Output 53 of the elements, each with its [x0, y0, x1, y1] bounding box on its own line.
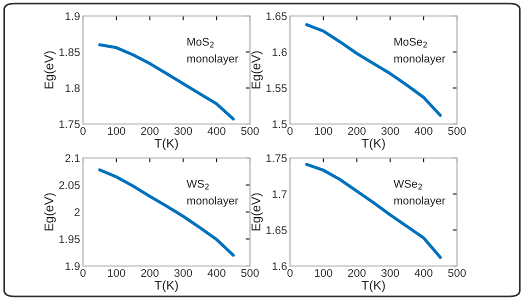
- y-tick-label: 1.9: [66, 12, 80, 20]
- x-tick-label: 100: [314, 127, 332, 135]
- annotation: MoSe$_{2}$ monolayer: [394, 38, 446, 65]
- x-tick-label: 0: [80, 127, 86, 135]
- x-tick-label: 400: [208, 269, 226, 277]
- y-tick-label: 1.75: [266, 154, 287, 162]
- x-tick-label: 100: [108, 269, 126, 277]
- y-tick-label: 1.7: [272, 190, 287, 198]
- x-tick-label: 200: [141, 269, 159, 277]
- y-axis-title: Eg(eV): [251, 193, 263, 230]
- x-tick-label: 0: [80, 269, 86, 277]
- y-tick-label: 2: [74, 208, 80, 216]
- x-tick-label: 400: [208, 127, 226, 135]
- x-tick-label: 0: [287, 269, 293, 277]
- x-axis-title: T(K): [362, 280, 385, 292]
- x-tick-label: 200: [141, 127, 159, 135]
- y-tick-label: 1.6: [272, 48, 287, 56]
- x-tick-label: 300: [381, 127, 400, 135]
- x-tick-label: 0: [287, 127, 293, 135]
- y-tick-label: 1.75: [59, 120, 80, 128]
- y-tick-label: 1.85: [59, 48, 80, 56]
- y-tick-label: 2.1: [65, 154, 80, 162]
- x-tick-label: 300: [174, 127, 192, 135]
- annotation: MoS$_{2}$ monolayer: [187, 38, 238, 65]
- x-tick-label: 100: [314, 269, 332, 277]
- y-axis-title: Eg(eV): [44, 51, 56, 88]
- y-tick-label: 1.65: [266, 226, 287, 234]
- y-tick-label: 1.65: [266, 12, 287, 20]
- x-tick-label: 500: [241, 127, 259, 135]
- y-axis-title: Eg(eV): [251, 51, 263, 88]
- x-axis-title: T(K): [154, 280, 178, 292]
- x-tick-label: 500: [241, 269, 259, 277]
- x-tick-label: 400: [414, 127, 432, 135]
- y-tick-label: 1.55: [266, 84, 287, 92]
- x-tick-label: 500: [448, 269, 466, 277]
- x-tick-label: 100: [108, 127, 126, 135]
- y-tick-label: 1.6: [272, 262, 287, 270]
- y-tick-label: 1.8: [66, 84, 80, 92]
- x-tick-label: 500: [448, 127, 466, 135]
- x-tick-label: 200: [348, 269, 366, 277]
- y-axis-title: Eg(eV): [44, 193, 56, 230]
- x-axis-title: T(K): [154, 138, 178, 150]
- x-axis-title: T(K): [362, 138, 385, 150]
- x-tick-label: 400: [414, 269, 432, 277]
- x-tick-label: 300: [381, 269, 400, 277]
- y-tick-label: 1.95: [59, 235, 80, 244]
- y-tick-label: 1.9: [66, 262, 80, 270]
- annotation: WSe$_{2}$ monolayer: [394, 180, 446, 207]
- x-tick-label: 300: [174, 269, 192, 277]
- annotation: WS$_{2}$ monolayer: [186, 180, 238, 207]
- y-tick-label: 1.5: [272, 120, 287, 128]
- x-tick-label: 200: [348, 127, 366, 135]
- y-tick-label: 2.05: [59, 181, 80, 190]
